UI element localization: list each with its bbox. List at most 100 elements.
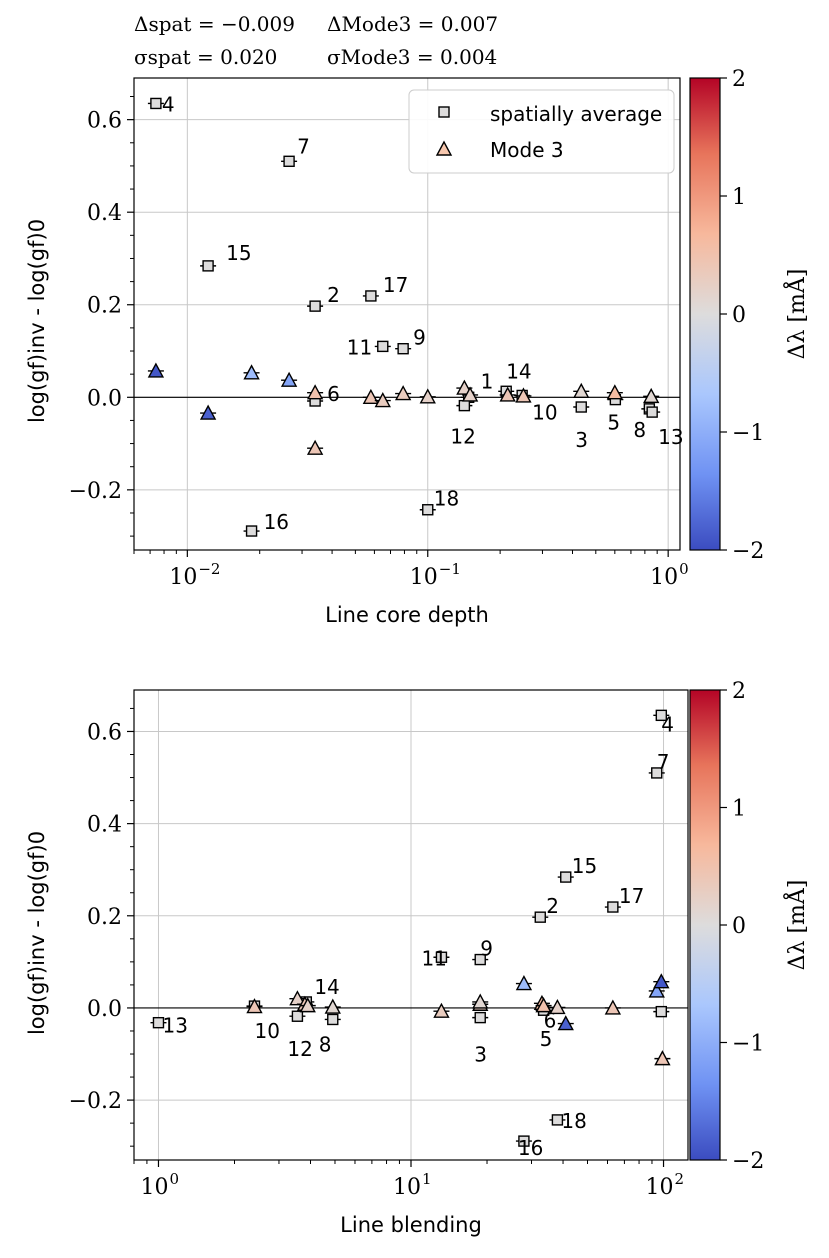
- y-tick-label: 0.2: [87, 905, 122, 930]
- x-tick-label: 10: [650, 565, 678, 590]
- colorbar-tick-label: 0: [732, 303, 746, 328]
- colorbar-tick-label: −2: [732, 539, 764, 564]
- square-marker-3: [575, 401, 587, 413]
- triangle-marker-7: [243, 364, 260, 380]
- colorbar-bottom: −2 −1 0 1 2 Δλ [mÅ]: [689, 679, 810, 1174]
- point-label-6: 6: [544, 1009, 557, 1033]
- square-marker-8: [327, 1013, 339, 1026]
- square-marker-16: [245, 525, 258, 537]
- square-marker-11: [377, 340, 389, 353]
- x-tick-exponent: 0: [679, 560, 689, 578]
- square-marker-17: [365, 290, 377, 302]
- colorbar-ticks: −2 −1 0 1 2: [720, 67, 764, 564]
- triangle-marker-16: [515, 975, 533, 991]
- triangle-marker-5: [606, 384, 624, 400]
- point-label-14: 14: [314, 975, 339, 999]
- triangle-marker-16: [280, 371, 298, 387]
- y-tick-label: −0.2: [69, 1089, 122, 1114]
- y-tick-label: 0.0: [87, 386, 122, 411]
- colorbar-top: −2 −1 0 1 2 Δλ [mÅ]: [689, 67, 810, 564]
- triangle-marker-7: [648, 982, 665, 998]
- point-label-8: 8: [319, 1032, 332, 1056]
- square-marker-12: [458, 399, 471, 412]
- square-marker-2: [309, 300, 321, 312]
- point-label-11: 11: [347, 335, 372, 359]
- point-label-17: 17: [619, 884, 644, 908]
- point-label-10: 10: [254, 1019, 279, 1043]
- point-label-5: 5: [540, 1027, 553, 1051]
- x-tick-exponent: 0: [169, 1170, 179, 1188]
- triangle-marker-8: [643, 387, 660, 404]
- square-marker-11: [435, 951, 448, 963]
- legend: spatially average Mode 3: [408, 89, 675, 174]
- triangle-marker-2: [306, 439, 324, 455]
- plot-frame: [133, 689, 689, 1161]
- stat-delta-spat: Δspat = −0.009: [134, 12, 295, 36]
- square-marker-18: [551, 1114, 564, 1126]
- x-axis-label: Line blending: [340, 1213, 482, 1237]
- colorbar-label: Δλ [mÅ]: [782, 880, 810, 971]
- triangle-marker-17: [604, 999, 622, 1015]
- square-marker-16: [518, 1135, 530, 1147]
- square-marker-4: [655, 709, 668, 722]
- point-label-3: 3: [474, 1043, 487, 1067]
- triangle-marker-4: [147, 362, 165, 378]
- legend-square-marker: [438, 106, 450, 118]
- y-axis-label: log(gf)inv - log(gf)0: [25, 219, 49, 423]
- triangle-marker-15: [199, 404, 217, 420]
- point-label-5: 5: [607, 411, 620, 435]
- square-marker-6: [655, 1005, 668, 1018]
- point-label-9: 9: [413, 326, 426, 350]
- y-axis-label: log(gf)inv - log(gf)0: [25, 831, 49, 1035]
- square-marker-7: [651, 767, 663, 779]
- square-marker-15: [202, 260, 214, 272]
- grid: [134, 690, 688, 1160]
- point-label-8: 8: [633, 418, 646, 442]
- colorbar-tick-label: −2: [732, 1149, 764, 1174]
- point-label-13: 13: [162, 1014, 187, 1038]
- colorbar-tick-label: 1: [732, 185, 746, 210]
- colorbar-ticks: −2 −1 0 1 2: [720, 679, 764, 1174]
- point-label-13: 13: [658, 425, 683, 449]
- legend-box: [408, 89, 675, 174]
- triangle-marker-17: [362, 388, 380, 404]
- triangle-marker-11: [433, 1002, 450, 1018]
- data-points: 13 10 12 14 8 11 9 3 2 5 15 17 16 18 4 7 6: [150, 709, 674, 1160]
- x-tick-label: 10: [393, 1175, 421, 1200]
- y-tick-label: 0.0: [87, 997, 122, 1022]
- triangle-marker-2: [654, 1050, 671, 1066]
- axis-ticks: −0.20.00.20.40.610 0 10 1 10 2: [69, 707, 684, 1200]
- triangle-marker-10: [515, 387, 532, 403]
- y-tick-label: −0.2: [69, 479, 122, 504]
- colorbar-gradient: [689, 689, 721, 1161]
- triangle-marker-18: [549, 999, 566, 1015]
- triangle-marker-10: [246, 998, 263, 1014]
- point-label-12: 12: [450, 425, 475, 449]
- point-label-17: 17: [383, 273, 408, 297]
- axis-ticks: −0.20.00.20.40.610 −2 10 −1 10 0: [69, 96, 689, 590]
- point-label-1: 1: [481, 369, 494, 393]
- point-label-15: 15: [226, 241, 251, 265]
- colorbar-tick-label: 0: [732, 914, 746, 939]
- colorbar-gradient: [689, 77, 721, 551]
- colorbar-label: Δλ [mÅ]: [782, 269, 810, 360]
- square-marker-13: [646, 406, 658, 418]
- x-tick-exponent: 1: [422, 1170, 432, 1188]
- square-marker-15: [560, 871, 572, 883]
- colorbar-tick-label: 2: [732, 679, 746, 704]
- colorbar-tick-label: −1: [732, 421, 764, 446]
- point-label-3: 3: [575, 428, 588, 452]
- x-tick-label: 10: [140, 1175, 168, 1200]
- plot-frame: [133, 77, 681, 551]
- stat-sigma-mode3: σMode3 = 0.004: [327, 45, 497, 69]
- point-label-9: 9: [480, 937, 493, 961]
- triangle-marker-9: [394, 385, 412, 401]
- point-label-2: 2: [546, 894, 559, 918]
- point-label-11: 11: [421, 946, 446, 970]
- y-tick-label: 0.6: [87, 109, 122, 134]
- point-label-18: 18: [434, 487, 459, 511]
- triangle-marker-18: [419, 388, 436, 404]
- y-tick-label: 0.2: [87, 294, 122, 319]
- y-tick-label: 0.4: [87, 201, 122, 226]
